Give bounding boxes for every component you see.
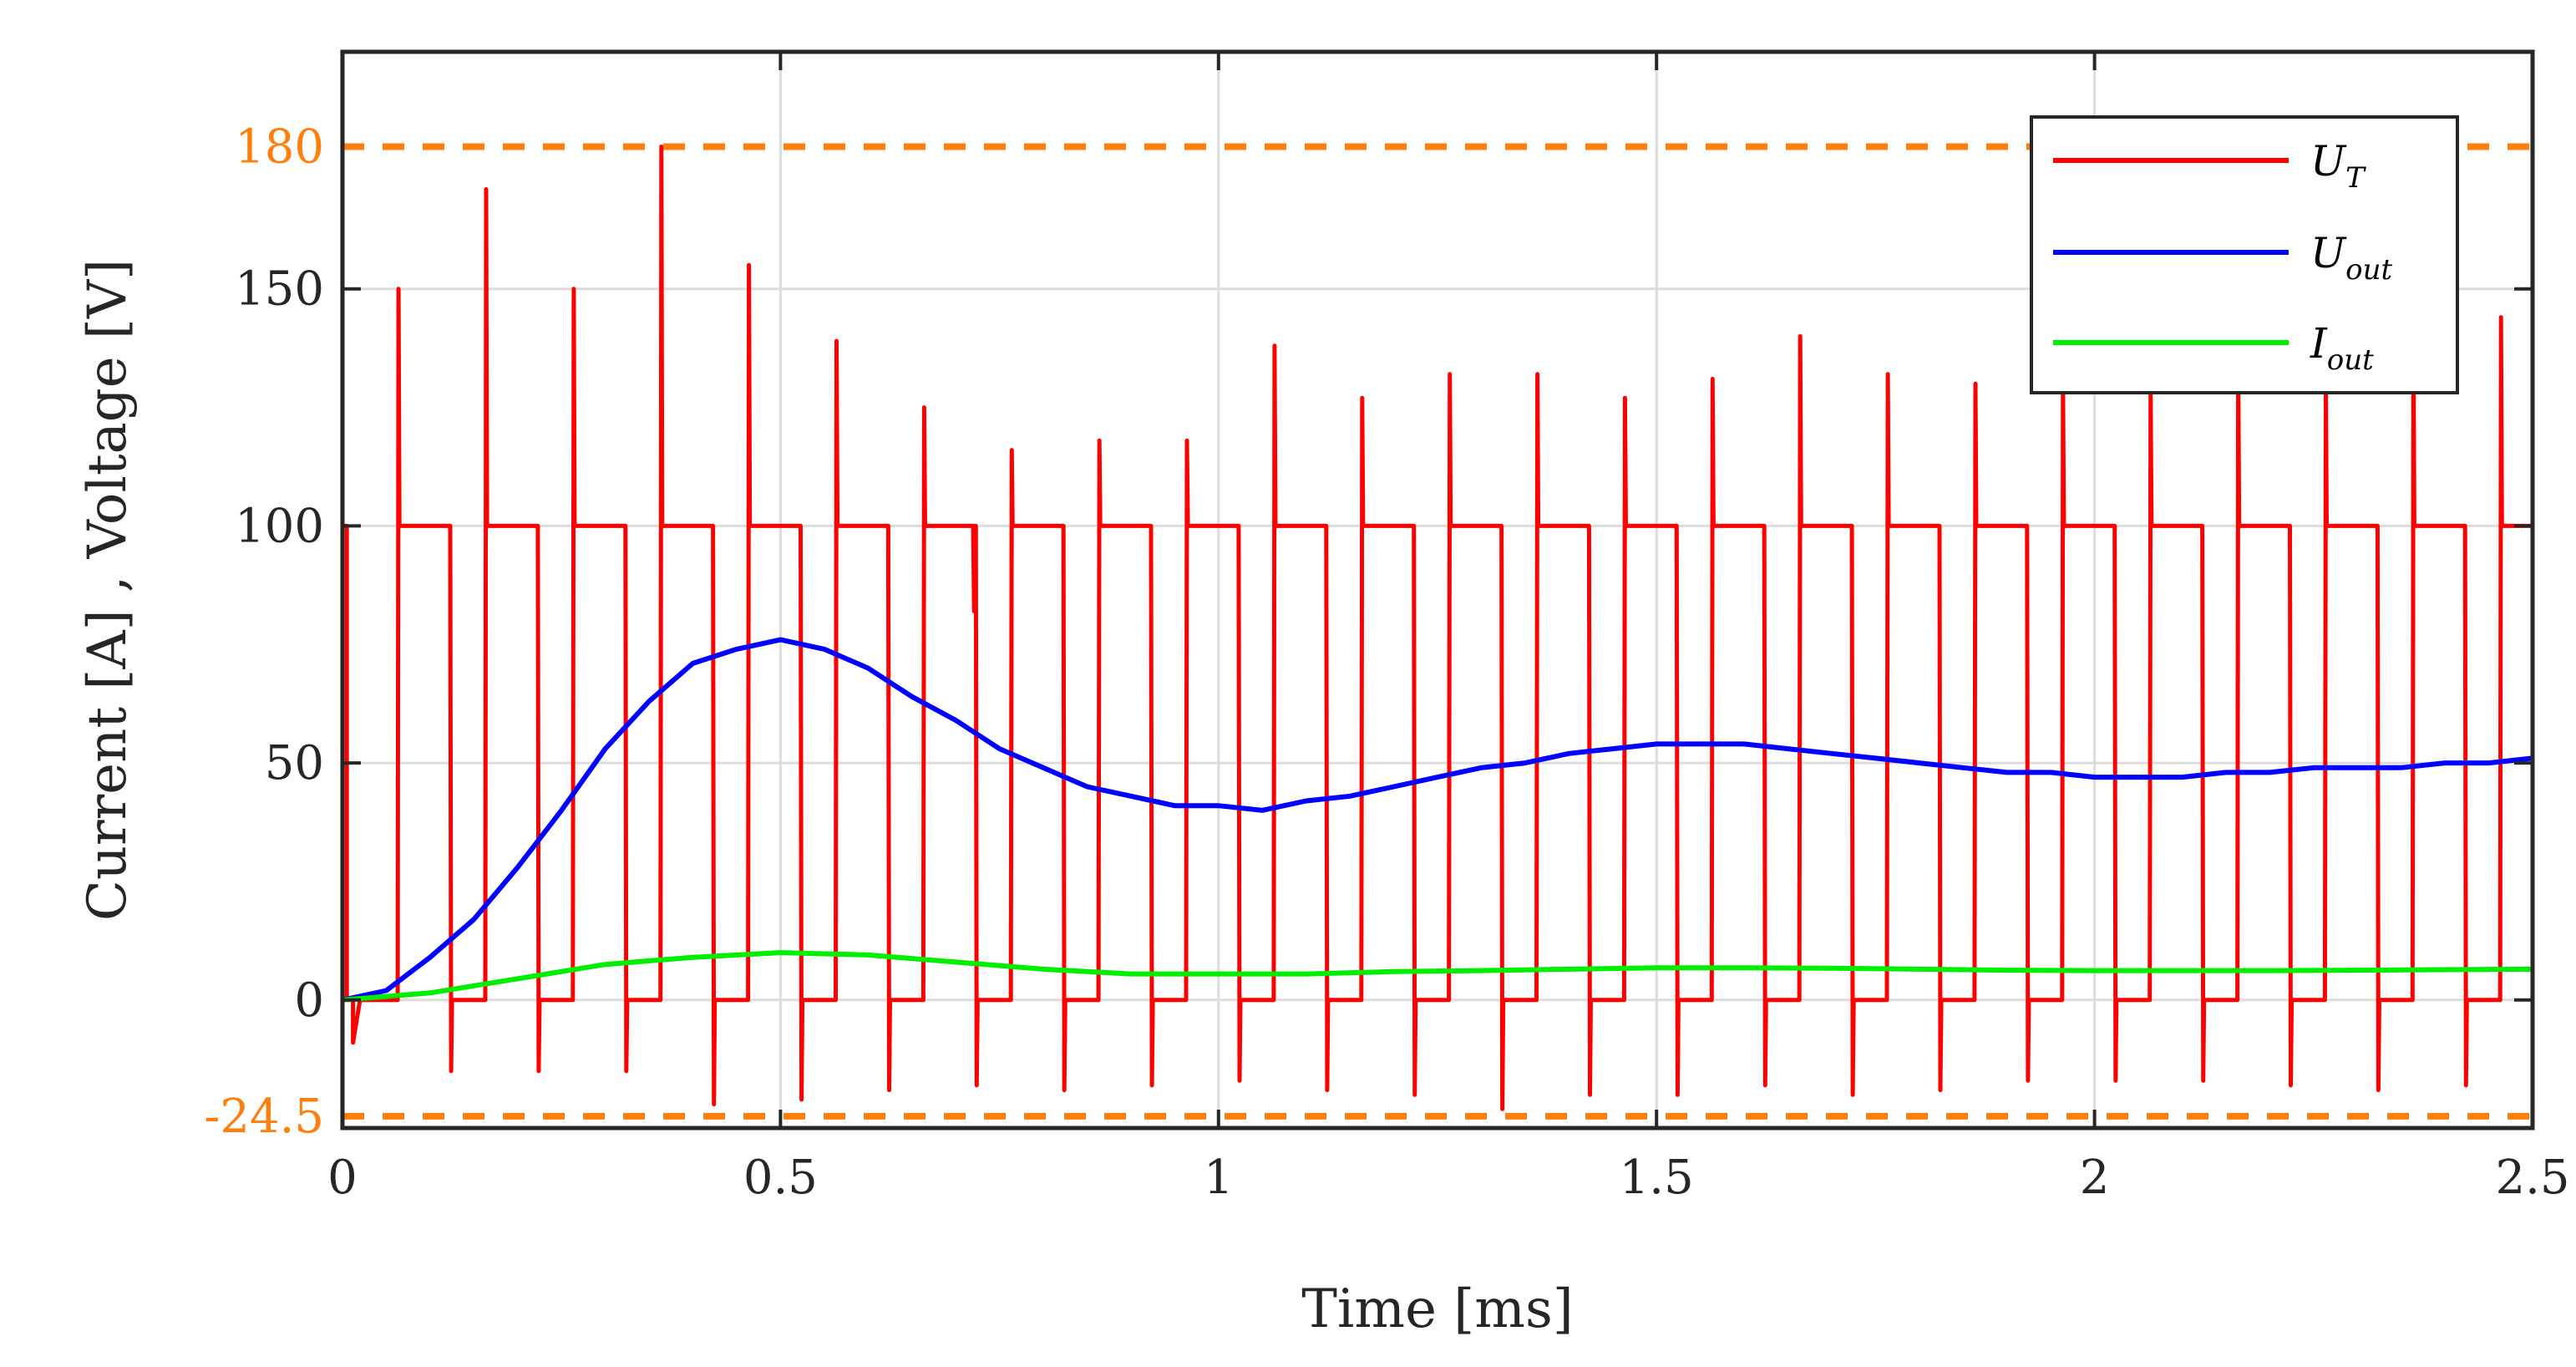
series-line-iout xyxy=(342,950,2533,1003)
x-tick-label: 2 xyxy=(2080,1151,2110,1205)
x-tick-label: 2.5 xyxy=(2495,1151,2569,1205)
reference-line-label: 180 xyxy=(235,119,324,174)
y-tick-label: 50 xyxy=(265,736,324,790)
x-tick-label: 0 xyxy=(327,1151,357,1205)
legend: UT Uout Iout xyxy=(2030,115,2459,394)
x-tick-label: 1 xyxy=(1204,1151,1234,1205)
ticks: 0 0.5 1 1.5 2 2.5 0 50 100 150 xyxy=(235,52,2570,1205)
series-lines xyxy=(342,145,2533,1111)
series-line-ut xyxy=(342,145,2533,1111)
y-axis-label: Current [A] , Voltage [V] xyxy=(77,259,139,921)
y-tick-label: 100 xyxy=(235,499,324,553)
legend-label-ut: UT xyxy=(2310,137,2366,195)
reference-labels: 180 -24.5 xyxy=(204,119,324,1143)
legend-label-iout: Iout xyxy=(2310,319,2374,377)
x-tick-label: 0.5 xyxy=(743,1151,818,1205)
plot-frame xyxy=(340,49,2535,1131)
x-tick-label: 1.5 xyxy=(1620,1151,1694,1205)
legend-label-uout: Uout xyxy=(2310,229,2393,287)
series-line-uout xyxy=(342,637,2533,1003)
reference-line-label: -24.5 xyxy=(204,1090,324,1144)
y-tick-label: 0 xyxy=(294,973,324,1028)
x-axis-label: Time [ms] xyxy=(1301,1278,1574,1340)
y-tick-label: 150 xyxy=(235,262,324,317)
